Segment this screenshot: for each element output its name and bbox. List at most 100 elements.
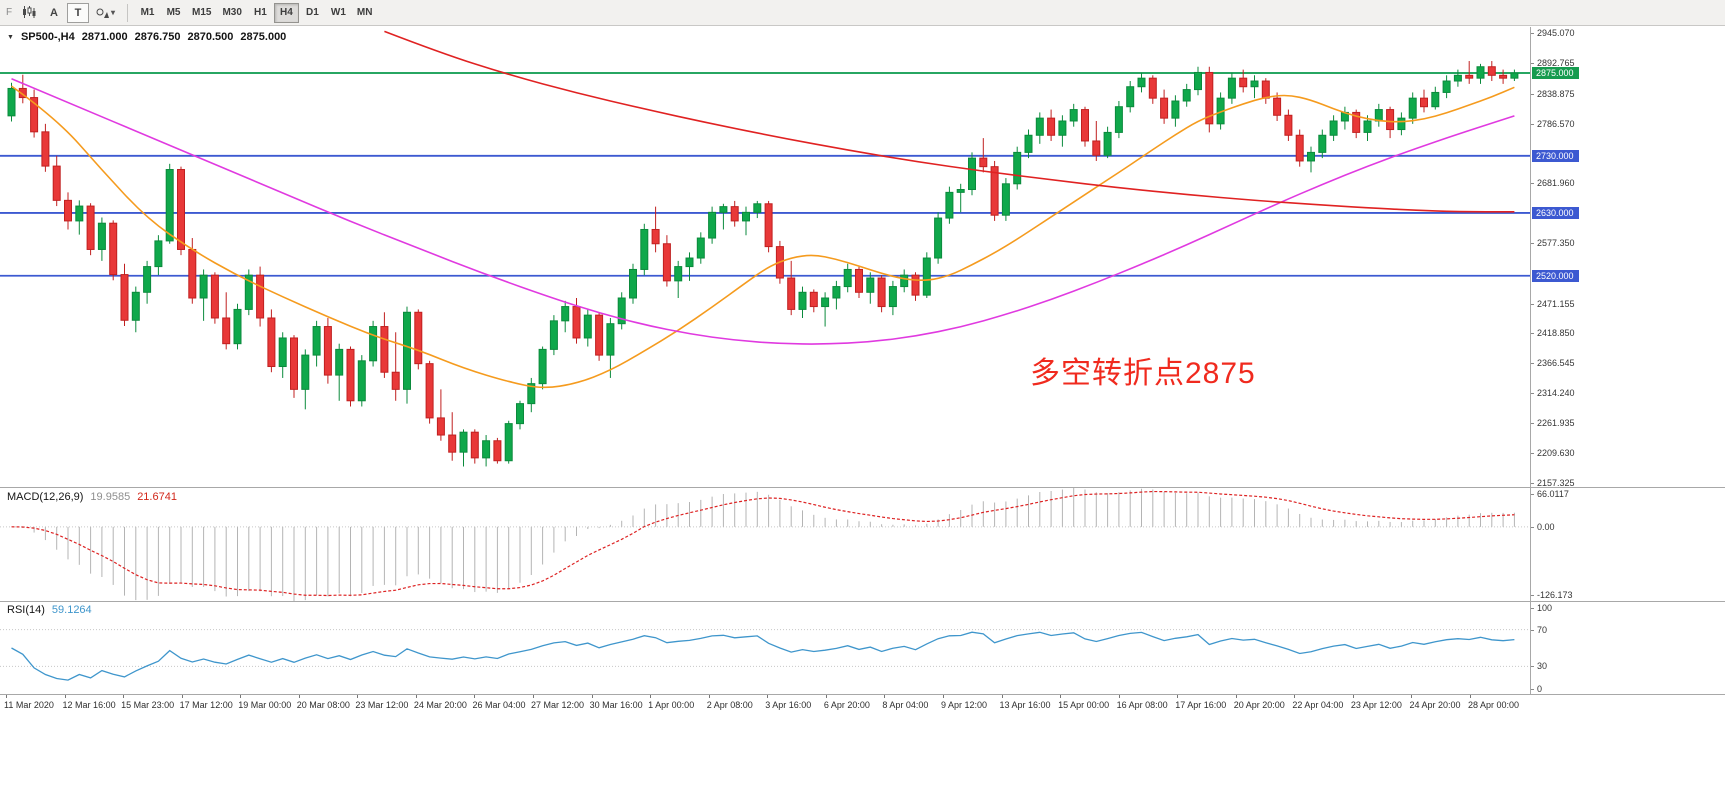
time-tick [591,695,593,698]
time-label: 20 Apr 20:00 [1233,700,1285,710]
macd-signal-line [11,490,1515,597]
time-label: 26 Mar 04:00 [472,700,526,710]
time-label: 23 Apr 12:00 [1350,700,1402,710]
timeframe-buttons: M1 M5 M15 M30 H1 H4 D1 W1 MN [135,2,378,23]
time-tick [64,695,66,698]
price-tick [1531,93,1534,95]
macd-tick [1531,526,1534,528]
price-tick [1531,452,1534,454]
price-label: 2314.240 [1537,388,1575,399]
time-tick [1060,695,1062,698]
rsi-panel-splitter[interactable] [0,601,1725,602]
time-label: 23 Mar 12:00 [355,700,409,710]
price-level-badge: 2520.000 [1532,269,1579,282]
rsi-tick [1531,629,1534,631]
timeframe-h4-button[interactable]: H4 [273,2,299,23]
macd-panel[interactable] [0,488,1530,601]
time-tick [1294,695,1296,698]
time-tick [650,695,652,698]
rsi-value: 59.1264 [51,604,92,616]
time-label: 12 Mar 16:00 [62,700,116,710]
ma-mid-magenta [11,77,1515,345]
time-tick [1470,695,1471,698]
main-price-chart[interactable] [0,27,1530,487]
timeframe-m1-button[interactable]: M1 [135,3,160,23]
price-level-badge: 2630.000 [1532,206,1579,219]
time-label: 28 Apr 00:00 [1468,700,1520,710]
timeframe-h1-button[interactable]: H1 [248,3,273,23]
time-label: 6 Apr 20:00 [823,700,870,710]
macd-histogram [22,488,1515,601]
shapes-icon [96,8,109,18]
rsi-label: RSI(14) 59.1264 [7,604,92,616]
time-tick [474,695,476,698]
toolbar-f-label: F [5,7,13,18]
time-axis[interactable]: 11 Mar 2020 12 Mar 16:00 15 Mar 23:00 17 Ma… [0,695,1725,717]
timeframe-d1-button[interactable]: D1 [300,3,325,23]
time-tick [942,695,944,698]
chart-annotation-text: 多空转折点2875 [1030,357,1256,390]
shapes-dropdown-button[interactable]: ▾ [91,3,120,23]
macd-tick [1531,494,1534,495]
time-tick [181,695,183,698]
time-tick [6,695,7,698]
time-tick [767,695,769,698]
macd-signal-value: 21.6741 [137,491,177,503]
rsi-axis-label: 30 [1537,661,1548,672]
macd-scale: 66.0117 0.00 -126.173 [1531,488,1721,601]
time-label: 19 Mar 00:00 [238,700,292,710]
price-scale: 2945.070 2892.765 2838.875 2786.570 2681.960… [1531,27,1721,488]
time-label: 24 Mar 20:00 [413,700,467,710]
time-label: 13 Apr 16:00 [999,700,1051,710]
price-tick [1531,123,1534,125]
price-label: 2366.545 [1537,358,1575,369]
caret-down-icon: ▾ [111,8,116,17]
macd-panel-splitter[interactable] [0,487,1725,488]
macd-main-value: 19.9585 [90,491,131,503]
timeframe-w1-button[interactable]: W1 [326,3,351,23]
time-label: 15 Apr 00:00 [1058,700,1110,710]
time-tick [884,695,886,698]
toolbar: F A T ▾ M1 M5 M15 M30 H1 H4 D1 W1 MN [0,0,1725,26]
price-label: 2838.875 [1537,88,1575,99]
rsi-panel[interactable] [0,602,1530,694]
time-tick [415,695,417,698]
time-label: 2 Apr 08:00 [706,700,753,710]
timeframe-mn-button[interactable]: MN [352,3,378,23]
price-tick [1531,333,1534,335]
label-a-tool-button[interactable]: A [43,3,65,23]
ohlc-low: 2870.500 [187,31,234,43]
time-tick [298,695,300,698]
time-label: 9 Apr 12:00 [940,700,987,710]
time-label: 11 Mar 2020 [4,700,54,710]
time-tick [1118,695,1120,698]
collapse-triangle-icon[interactable]: ▼ [7,33,14,41]
a-tool-glyph: A [50,6,58,19]
time-tick [1001,695,1003,698]
price-label: 2786.570 [1537,118,1575,129]
timeframe-m30-button[interactable]: M30 [217,3,246,23]
timeframe-m5-button[interactable]: M5 [161,3,186,23]
price-level-badge: 2730.000 [1532,149,1579,162]
price-label: 2681.960 [1537,178,1575,189]
time-tick [123,695,125,698]
price-tick [1531,423,1534,425]
text-tool-button[interactable]: T [67,2,89,23]
chart-type-button[interactable] [17,3,41,23]
time-label: 20 Mar 08:00 [296,700,350,710]
chart-title: ▼ SP500-,H4 2871.000 2876.750 2870.500 2… [7,31,286,43]
price-label: 2209.630 [1537,447,1575,458]
time-tick [533,695,535,698]
time-label: 17 Apr 16:00 [1175,700,1227,710]
symbol-timeframe-label: SP500-,H4 [20,31,75,43]
macd-axis-label: -126.173 [1537,590,1573,600]
time-label: 3 Apr 16:00 [765,700,812,710]
time-tick [1352,695,1354,698]
rsi-axis-label: 70 [1537,624,1548,635]
rsi-scale: 100 70 30 0 [1531,602,1721,694]
macd-axis-label: 0.00 [1537,521,1555,532]
timeframe-m15-button[interactable]: M15 [187,3,216,23]
time-tick [1235,695,1237,698]
ohlc-high: 2876.750 [134,31,181,43]
